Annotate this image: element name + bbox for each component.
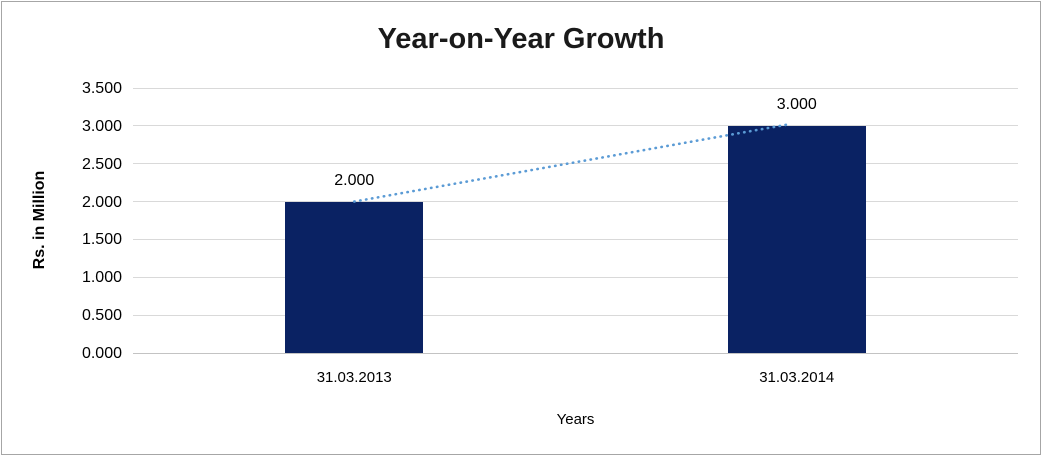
x-axis-line bbox=[133, 352, 1018, 354]
y-tick-label: 1.000 bbox=[81, 269, 122, 287]
bar-31.03.2013[interactable] bbox=[285, 201, 424, 353]
y-tick-label: 2.000 bbox=[81, 193, 122, 211]
bar-31.03.2014[interactable] bbox=[727, 125, 866, 353]
plot-area: 2.000 3.000 bbox=[133, 87, 1018, 354]
data-label: 2.000 bbox=[334, 171, 375, 189]
y-tick-label: 2.500 bbox=[81, 155, 122, 173]
gridline bbox=[133, 87, 1018, 89]
y-axis-title: Rs. in Million bbox=[31, 170, 48, 270]
gridline bbox=[133, 238, 1018, 240]
y-tick-label: 1.500 bbox=[81, 231, 122, 249]
data-label: 3.000 bbox=[776, 95, 817, 113]
y-tick-label: 0.000 bbox=[81, 345, 122, 362]
trendline[interactable] bbox=[133, 88, 1018, 353]
gridline bbox=[133, 201, 1018, 203]
chart-title: Year-on-Year Growth bbox=[377, 23, 665, 55]
y-tick-label: 0.500 bbox=[81, 307, 122, 325]
gridline bbox=[133, 276, 1018, 278]
x-tick-label: 31.03.2013 bbox=[316, 369, 392, 386]
x-tick-label: 31.03.2014 bbox=[759, 369, 835, 386]
gridline bbox=[133, 314, 1018, 316]
gridline bbox=[133, 125, 1018, 127]
x-axis-title: Years bbox=[556, 411, 595, 428]
trendline-path[interactable] bbox=[352, 123, 791, 203]
gridline bbox=[133, 163, 1018, 165]
y-tick-label: 3.000 bbox=[81, 117, 122, 135]
y-tick-label: 3.500 bbox=[81, 80, 122, 97]
